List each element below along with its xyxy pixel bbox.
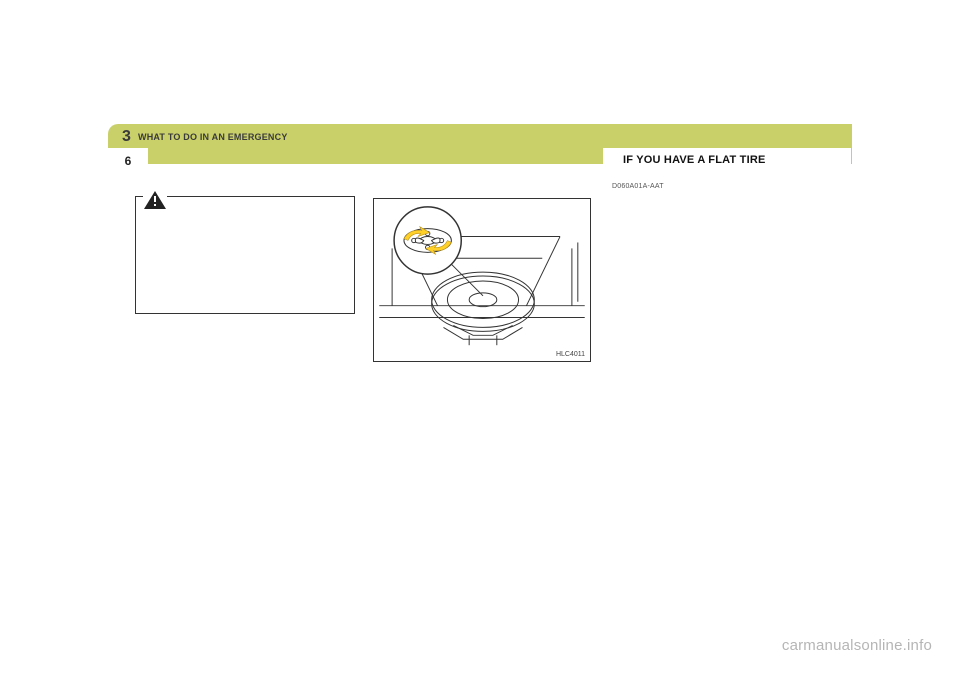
topic-code: D060A01A-AAT	[612, 183, 664, 190]
warning-box	[135, 196, 355, 314]
page-number-tab: 6	[108, 148, 148, 182]
topic-heading: IF YOU HAVE A FLAT TIRE	[623, 154, 766, 166]
watermark: carmanualsonline.info	[782, 637, 932, 654]
section-title: WHAT TO DO IN AN EMERGENCY	[138, 132, 288, 142]
spare-tire-figure: HLC4011	[373, 198, 591, 362]
topic-heading-pill: IF YOU HAVE A FLAT TIRE	[603, 148, 851, 182]
section-number: 3	[122, 128, 131, 146]
warning-icon	[143, 190, 167, 210]
page-number: 6	[108, 154, 148, 168]
figure-code: HLC4011	[556, 351, 585, 358]
